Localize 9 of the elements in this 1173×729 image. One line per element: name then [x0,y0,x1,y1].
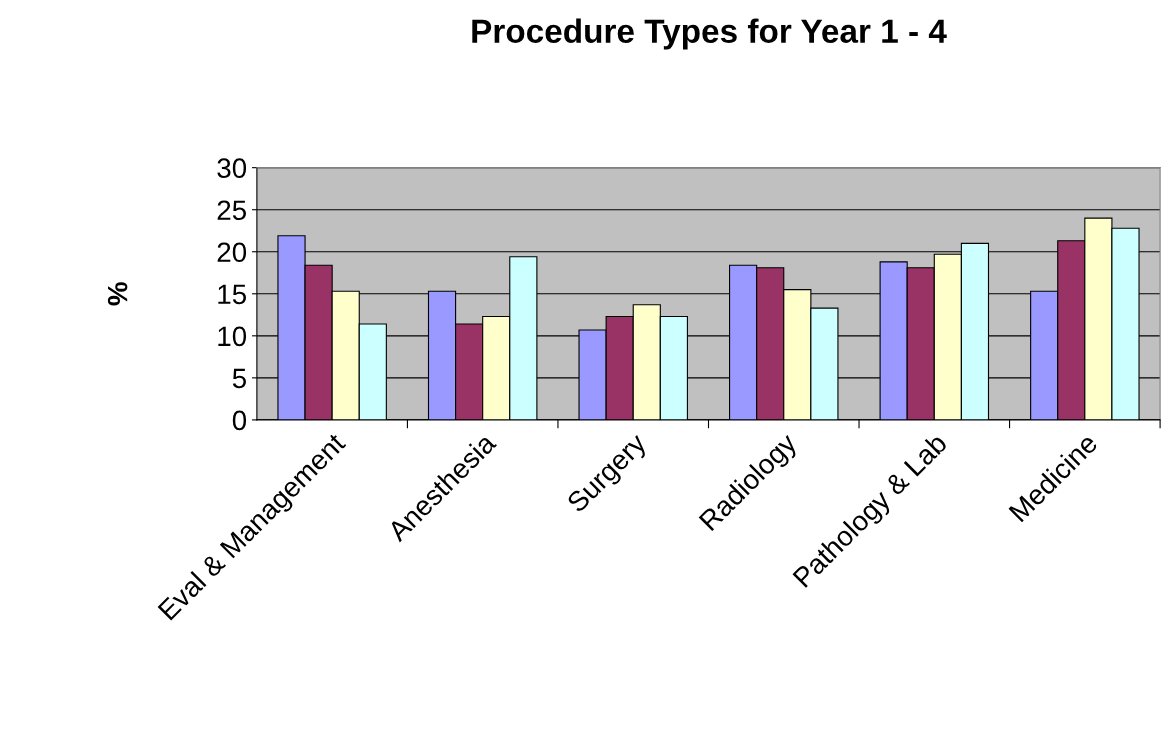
y-axis-title: % [107,282,128,306]
y-tick-label: 15 [218,284,246,305]
y-tick-label: 5 [232,368,246,389]
y-tick-label: 30 [217,158,247,179]
y-tick-label: 25 [217,200,246,221]
chart-title: Procedure Types for Year 1 - 4 [472,18,947,50]
y-tick-label: 10 [218,326,247,347]
y-tick-label: 20 [217,242,247,263]
y-tick-label: 0 [232,410,247,431]
